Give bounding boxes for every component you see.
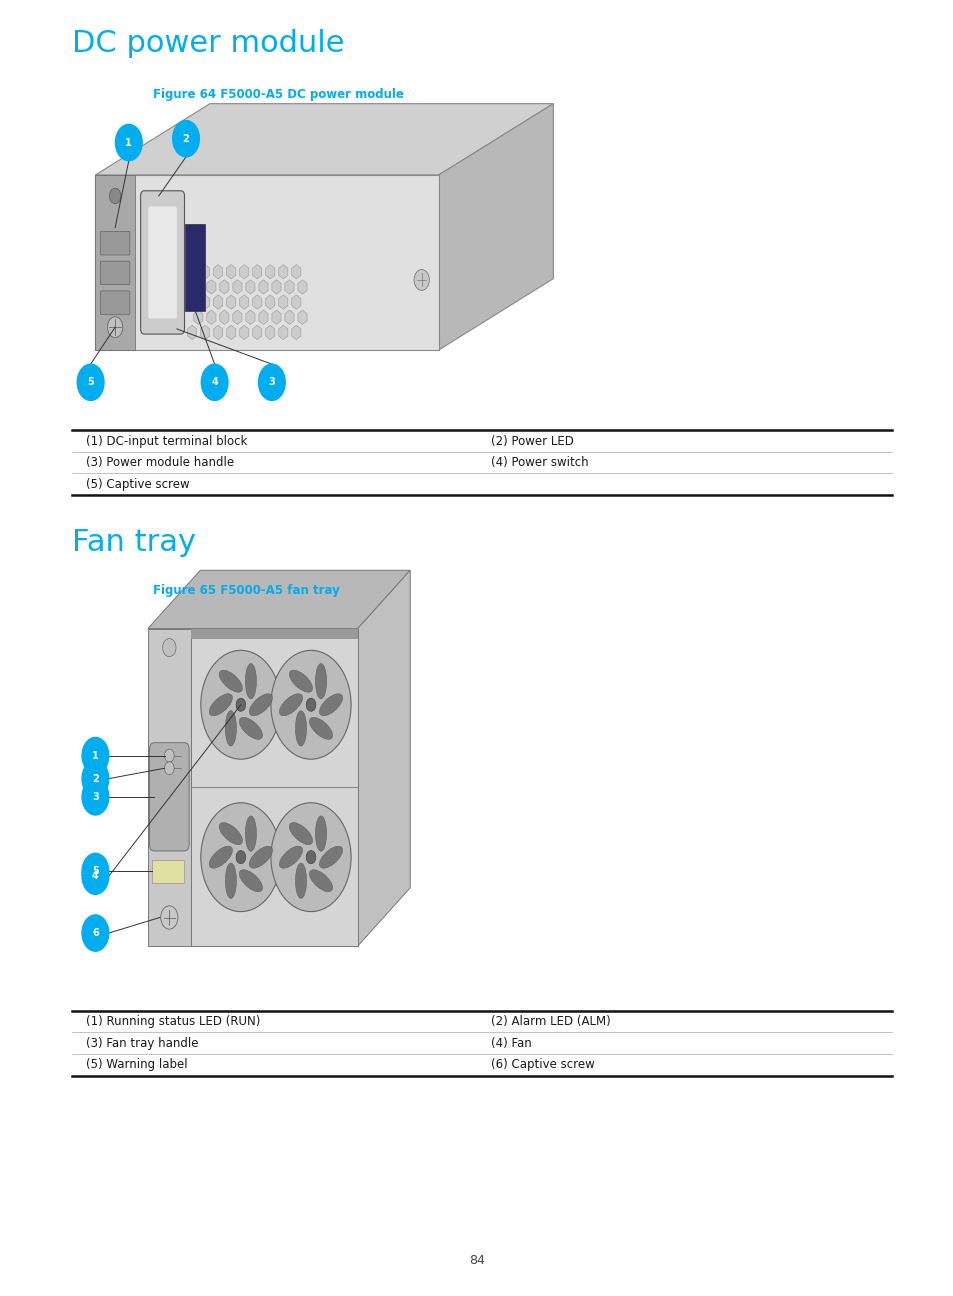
Ellipse shape	[225, 863, 236, 898]
Circle shape	[306, 699, 315, 712]
Text: (3) Fan tray handle: (3) Fan tray handle	[86, 1037, 198, 1050]
FancyBboxPatch shape	[191, 629, 357, 639]
FancyBboxPatch shape	[140, 191, 184, 334]
Ellipse shape	[239, 870, 262, 892]
Circle shape	[200, 651, 280, 759]
Circle shape	[258, 364, 285, 400]
Ellipse shape	[245, 816, 256, 851]
Circle shape	[414, 270, 429, 290]
Text: (4) Fan: (4) Fan	[491, 1037, 532, 1050]
Circle shape	[172, 121, 199, 157]
Text: (1) DC-input terminal block: (1) DC-input terminal block	[86, 434, 247, 447]
Ellipse shape	[295, 710, 306, 746]
Text: (1) Running status LED (RUN): (1) Running status LED (RUN)	[86, 1015, 260, 1028]
FancyBboxPatch shape	[185, 224, 205, 311]
FancyBboxPatch shape	[95, 175, 438, 350]
Ellipse shape	[315, 664, 326, 699]
Ellipse shape	[209, 693, 233, 715]
Circle shape	[271, 802, 351, 911]
FancyBboxPatch shape	[148, 629, 191, 946]
Text: 4: 4	[211, 377, 218, 388]
Polygon shape	[438, 104, 553, 350]
Text: (4) Power switch: (4) Power switch	[491, 456, 588, 469]
Text: Fan tray: Fan tray	[71, 529, 195, 557]
Circle shape	[82, 853, 109, 889]
Circle shape	[235, 850, 246, 863]
Circle shape	[82, 915, 109, 951]
Text: (2) Power LED: (2) Power LED	[491, 434, 574, 447]
Ellipse shape	[309, 870, 333, 892]
Circle shape	[271, 651, 351, 759]
FancyBboxPatch shape	[100, 262, 130, 285]
Text: (5) Warning label: (5) Warning label	[86, 1059, 188, 1072]
Ellipse shape	[295, 863, 306, 898]
Circle shape	[152, 192, 165, 210]
Ellipse shape	[289, 823, 313, 845]
Text: 84: 84	[469, 1255, 484, 1267]
Circle shape	[235, 699, 246, 712]
FancyBboxPatch shape	[152, 861, 184, 883]
Text: (3) Power module handle: (3) Power module handle	[86, 456, 233, 469]
Polygon shape	[357, 570, 410, 946]
Text: DC power module: DC power module	[71, 30, 344, 58]
FancyBboxPatch shape	[100, 232, 130, 255]
Text: (5) Captive screw: (5) Captive screw	[86, 478, 190, 491]
FancyBboxPatch shape	[95, 175, 134, 350]
Circle shape	[82, 761, 109, 797]
Ellipse shape	[209, 846, 233, 868]
Ellipse shape	[245, 664, 256, 699]
Polygon shape	[95, 104, 553, 175]
Circle shape	[164, 762, 173, 775]
Ellipse shape	[319, 846, 342, 868]
Text: 1: 1	[125, 137, 132, 148]
Circle shape	[160, 906, 178, 929]
Ellipse shape	[319, 693, 342, 715]
Text: 5: 5	[91, 867, 99, 876]
Circle shape	[306, 850, 315, 863]
Text: 2: 2	[182, 133, 190, 144]
Circle shape	[82, 858, 109, 894]
Text: 6: 6	[91, 928, 99, 938]
Text: 5: 5	[87, 377, 94, 388]
FancyBboxPatch shape	[150, 743, 189, 851]
Text: Figure 65 F5000-A5 fan tray: Figure 65 F5000-A5 fan tray	[152, 584, 339, 597]
Circle shape	[201, 364, 228, 400]
Ellipse shape	[249, 846, 273, 868]
Text: 4: 4	[91, 871, 99, 881]
Text: 2: 2	[91, 774, 99, 784]
Ellipse shape	[315, 816, 326, 851]
FancyBboxPatch shape	[100, 290, 130, 315]
Text: Figure 64 F5000-A5 DC power module: Figure 64 F5000-A5 DC power module	[152, 88, 403, 101]
Ellipse shape	[219, 670, 242, 692]
Text: 3: 3	[91, 792, 99, 802]
Ellipse shape	[219, 823, 242, 845]
Ellipse shape	[225, 710, 236, 746]
Text: (2) Alarm LED (ALM): (2) Alarm LED (ALM)	[491, 1015, 611, 1028]
Ellipse shape	[279, 693, 302, 715]
FancyBboxPatch shape	[148, 206, 176, 319]
Circle shape	[82, 737, 109, 774]
Text: (6) Captive screw: (6) Captive screw	[491, 1059, 595, 1072]
Circle shape	[200, 802, 280, 911]
Ellipse shape	[289, 670, 313, 692]
Circle shape	[82, 779, 109, 815]
Ellipse shape	[239, 717, 262, 740]
Text: 1: 1	[91, 750, 99, 761]
Ellipse shape	[279, 846, 302, 868]
Circle shape	[77, 364, 104, 400]
Ellipse shape	[309, 717, 333, 740]
Circle shape	[110, 188, 121, 203]
Circle shape	[162, 639, 175, 657]
Polygon shape	[148, 570, 410, 629]
Circle shape	[115, 124, 142, 161]
Ellipse shape	[249, 693, 273, 715]
Text: 3: 3	[268, 377, 275, 388]
Circle shape	[164, 749, 173, 762]
FancyBboxPatch shape	[191, 629, 357, 946]
Circle shape	[108, 316, 123, 337]
